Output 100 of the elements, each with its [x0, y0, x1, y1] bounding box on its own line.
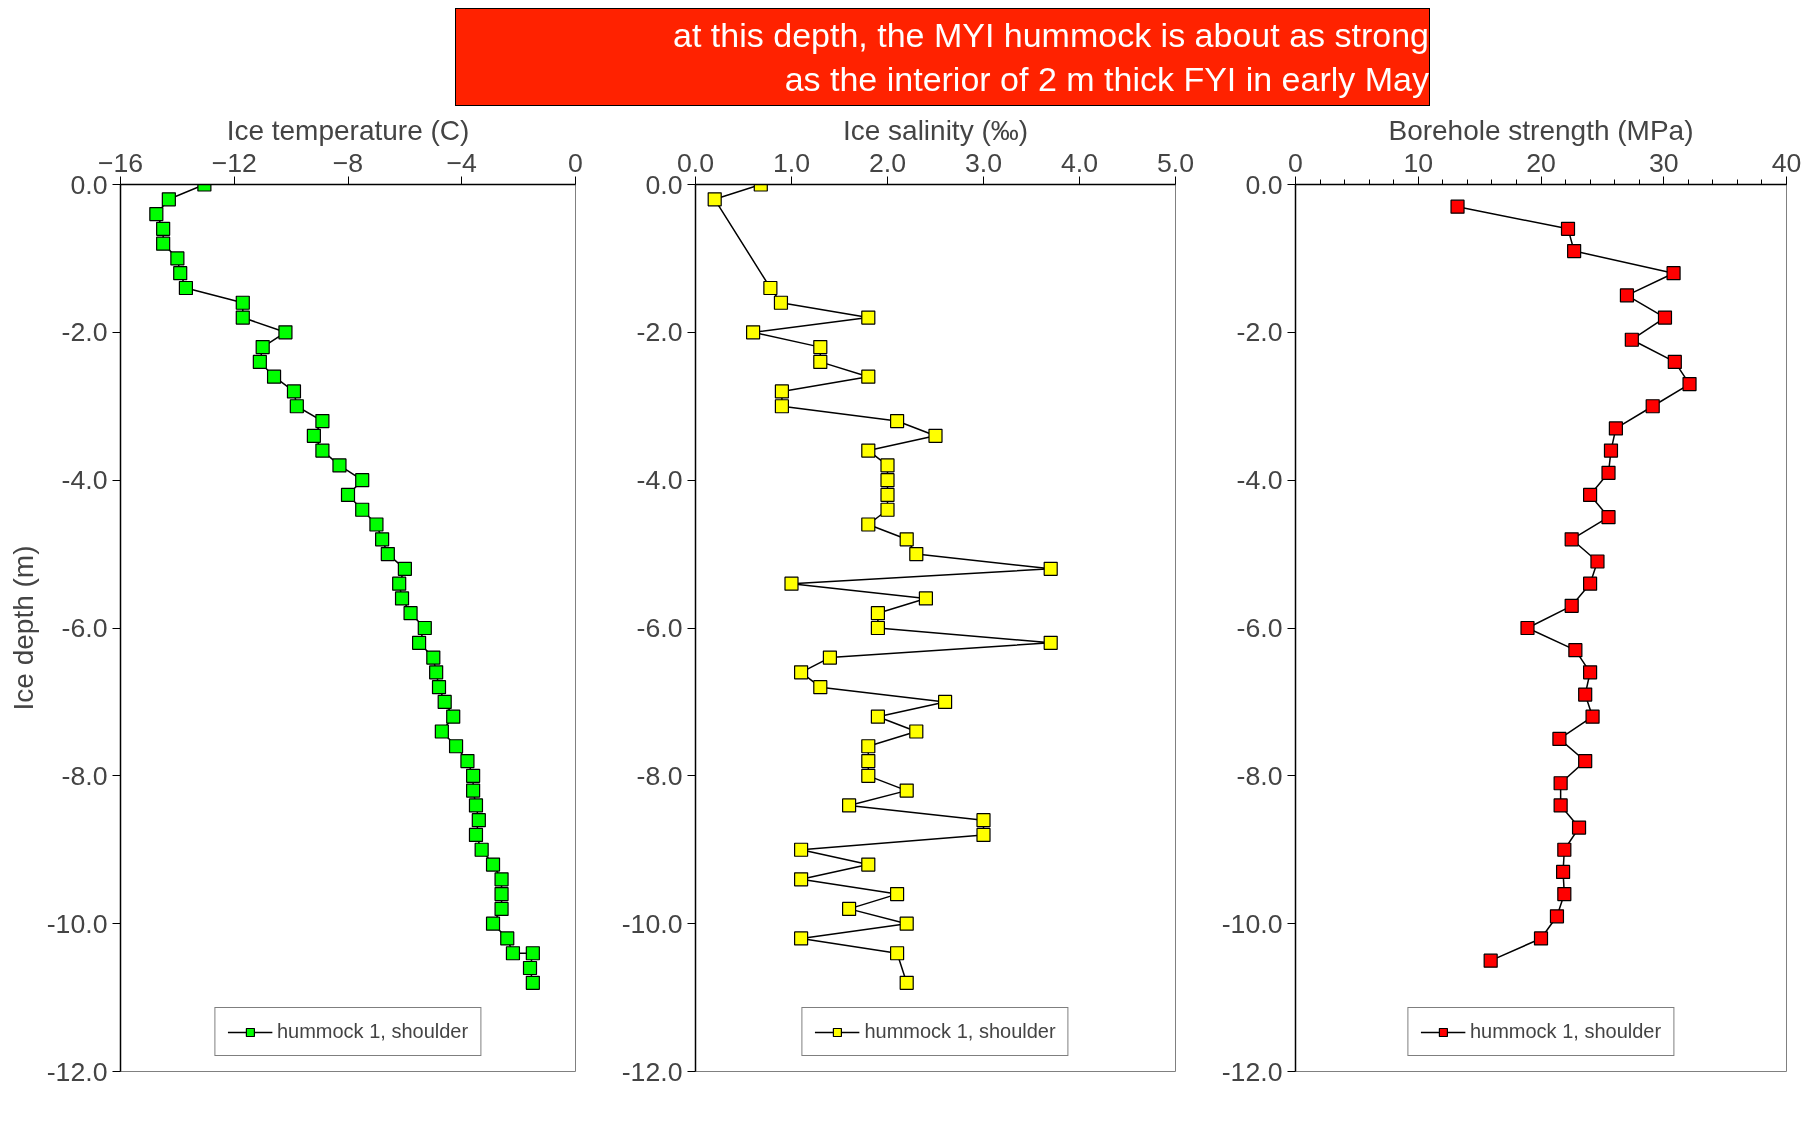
point [746, 325, 761, 340]
point [909, 724, 924, 739]
point [369, 517, 384, 532]
point [773, 296, 789, 311]
y-tick-label: -4.0 [1236, 465, 1283, 496]
x-tick-label: 3.0 [964, 147, 1003, 178]
point [774, 384, 789, 399]
point [794, 872, 809, 887]
point [861, 739, 876, 754]
point [1564, 599, 1579, 614]
point [880, 503, 895, 518]
point [813, 355, 828, 370]
point [822, 650, 837, 666]
point [1583, 488, 1598, 503]
point [178, 281, 194, 296]
x-tick-label: 20 [1526, 147, 1556, 178]
y-tick-label: -2.0 [636, 317, 683, 348]
point [890, 414, 905, 429]
x-tick-label: −12 [211, 147, 257, 178]
point [1578, 754, 1593, 769]
point [1571, 820, 1587, 836]
point [315, 443, 330, 459]
text: at this depth, the MYI hummock is about as strong as the interior of 2 m thick FYI in early May [673, 15, 1429, 101]
point [149, 207, 164, 222]
y-tick-label: -4.0 [636, 465, 683, 496]
point [1483, 953, 1498, 969]
point [1585, 709, 1600, 725]
point [763, 281, 778, 296]
point [1603, 443, 1619, 459]
y-tick-label: -10.0 [621, 909, 683, 940]
point [525, 976, 540, 991]
y-tick-label: -8.0 [61, 761, 108, 792]
y-tick-label: 0.0 [70, 169, 108, 200]
y-tick-label: -6.0 [636, 613, 683, 644]
point [1567, 244, 1582, 259]
point [1533, 931, 1549, 946]
point [1560, 222, 1576, 237]
point [1553, 776, 1568, 791]
point [306, 429, 321, 444]
point [1568, 643, 1583, 658]
point [466, 769, 481, 784]
y-tick-label: -2.0 [61, 317, 108, 348]
point [1601, 510, 1616, 525]
point [485, 857, 501, 873]
point [156, 222, 171, 237]
point [485, 916, 501, 932]
point [870, 621, 885, 636]
point [446, 709, 461, 725]
point [1583, 665, 1598, 680]
point [411, 636, 427, 651]
point [842, 798, 857, 813]
x-tick-label: 2.0 [868, 147, 907, 178]
point [794, 843, 809, 858]
point [928, 429, 943, 444]
point [466, 783, 481, 799]
point [1557, 843, 1572, 858]
point [340, 488, 356, 503]
point [861, 517, 876, 532]
point [1520, 621, 1535, 636]
x-tick-label: 30 [1648, 147, 1679, 178]
point [1667, 355, 1682, 370]
point [1619, 288, 1635, 303]
point [355, 503, 370, 518]
point [899, 783, 914, 799]
point [880, 473, 895, 488]
point [861, 443, 876, 459]
point [173, 266, 188, 281]
point [468, 828, 484, 843]
point [494, 872, 509, 887]
point [417, 621, 432, 636]
point [813, 680, 828, 695]
y-tick-label: 0.0 [1245, 169, 1283, 200]
point [375, 532, 390, 547]
x-tick-label: 40 [1771, 147, 1802, 178]
point [397, 562, 412, 577]
point [1043, 636, 1058, 651]
point [1682, 377, 1697, 392]
point [522, 961, 538, 976]
point [1666, 266, 1681, 281]
point [1657, 310, 1673, 326]
point [315, 414, 330, 429]
x-axis-title: Ice salinity (‰) [842, 114, 1029, 146]
point [474, 843, 489, 858]
point [861, 857, 876, 873]
point [1564, 532, 1579, 547]
x-tick-label: 1.0 [772, 147, 811, 178]
point [525, 946, 540, 961]
point [707, 192, 722, 207]
point [1043, 562, 1058, 577]
point [1556, 865, 1571, 880]
point [813, 340, 828, 355]
point [1645, 399, 1660, 414]
point [899, 532, 914, 547]
point [505, 946, 521, 961]
x-tick-label: 5.0 [1156, 147, 1195, 178]
point [460, 754, 475, 769]
point [448, 739, 464, 754]
legend-label: hummock 1, shoulder [864, 1020, 1056, 1044]
y-tick-label: -10.0 [1221, 909, 1283, 940]
point [861, 754, 876, 769]
